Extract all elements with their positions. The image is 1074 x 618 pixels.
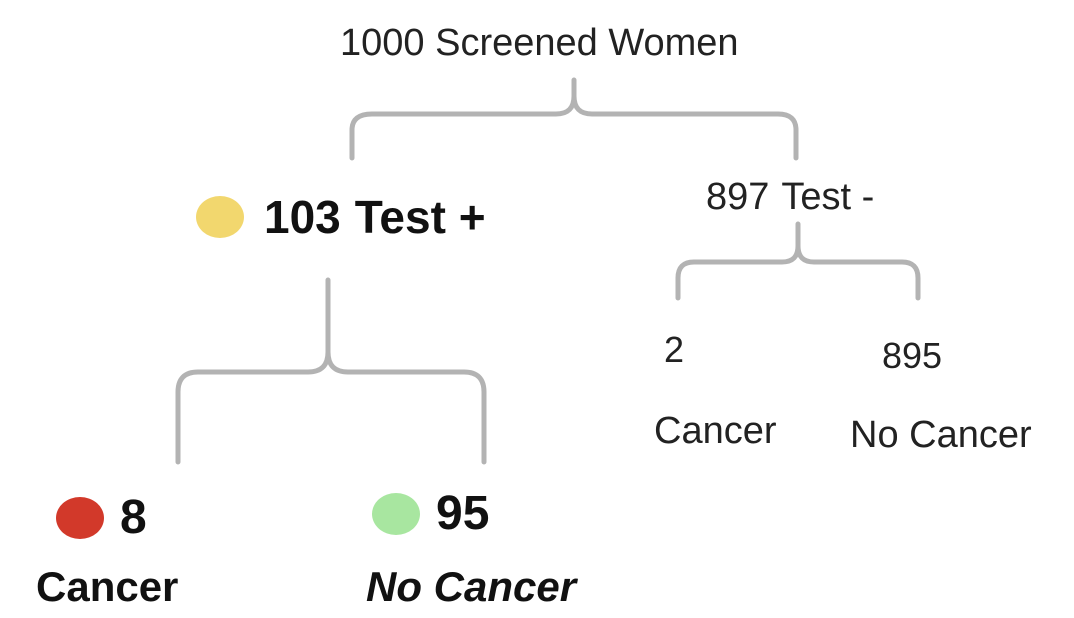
test-positive-bracket xyxy=(175,277,487,465)
negative-cancer-label: Cancer xyxy=(654,410,777,452)
positive-no-cancer-count: 95 xyxy=(436,487,490,540)
positive-no-cancer-dot xyxy=(372,492,420,535)
positive-cancer-count: 8 xyxy=(120,491,147,544)
positive-no-cancer-node: 95 xyxy=(372,486,489,541)
test-positive-dot xyxy=(196,196,244,238)
negative-cancer-count: 2 xyxy=(664,329,685,370)
negative-no-cancer-label: No Cancer xyxy=(850,414,1032,456)
positive-no-cancer-label: No Cancer xyxy=(366,563,577,610)
test-positive-text: Test + xyxy=(354,191,486,243)
positive-cancer-dot xyxy=(56,496,104,539)
root-label: 1000 Screened Women xyxy=(340,22,739,64)
test-positive-label: 103 Test + xyxy=(264,190,486,244)
test-negative-text: Test - xyxy=(781,176,875,218)
test-positive-node: 103 Test + xyxy=(196,190,486,244)
negative-no-cancer-count: 895 xyxy=(882,335,943,376)
test-positive-count: 103 xyxy=(264,191,341,243)
test-negative-bracket xyxy=(675,221,921,301)
positive-cancer-node: 8 xyxy=(56,490,147,545)
positive-cancer-label: Cancer xyxy=(36,563,179,610)
root-bracket xyxy=(349,77,799,161)
test-negative-count: 897 xyxy=(706,176,770,218)
test-negative-node: 897 Test - xyxy=(706,176,874,219)
